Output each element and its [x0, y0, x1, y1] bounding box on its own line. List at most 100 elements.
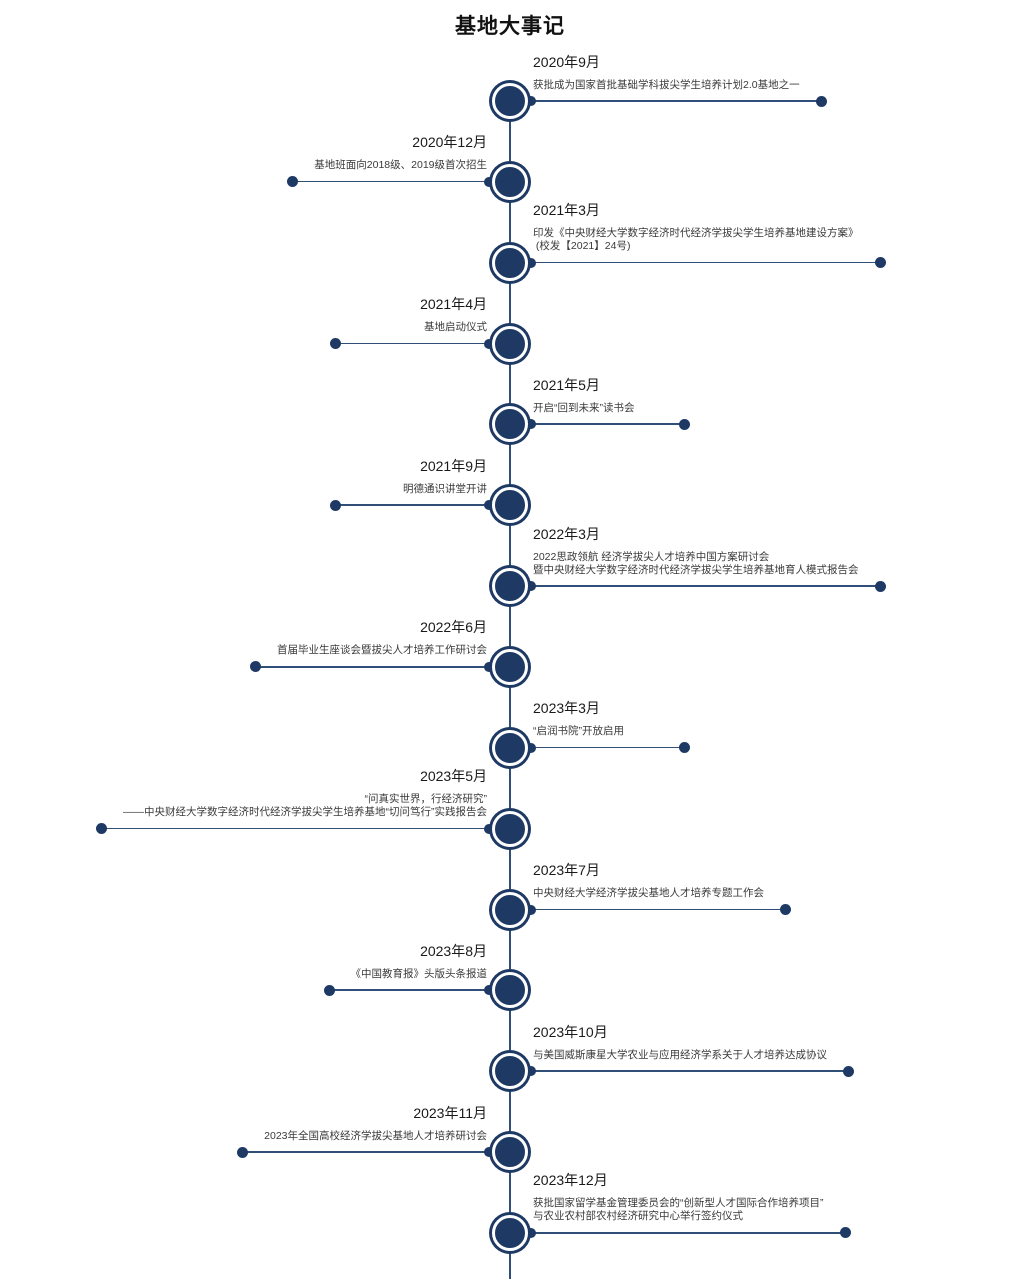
event-description: “问真实世界，行经济研究” ——中央财经大学数字经济时代经济学拔尖学生培养基地“切… [123, 793, 487, 819]
connector-node-dot [484, 176, 494, 187]
event-description-line: 基地启动仪式 [424, 321, 487, 334]
event-connector [526, 580, 886, 592]
connector-line [534, 261, 880, 264]
connector-end-dot [679, 418, 690, 430]
timeline-node [492, 648, 528, 685]
event-description: 中央财经大学经济学拔尖基地人才培养专题工作会 [533, 887, 764, 900]
timeline-node [492, 406, 528, 443]
event-description-line: “启润书院”开放启用 [533, 725, 624, 738]
event-connector [330, 499, 494, 511]
event-description-line: 2023年全国高校经济学拔尖基地人才培养研讨会 [264, 1129, 487, 1142]
event-description: 基地启动仪式 [420, 321, 487, 334]
timeline-node [492, 244, 528, 281]
event-description: 获批国家留学基金管理委员会的“创新型人才国际合作培养项目” 与农业农村部农村经济研… [533, 1197, 824, 1223]
timeline-node [492, 972, 528, 1009]
event-connector [323, 984, 494, 996]
timeline-node [492, 891, 528, 928]
event-connector [237, 1146, 494, 1158]
connector-line [336, 504, 486, 506]
timeline-node [492, 1134, 528, 1171]
connector-end-dot [237, 1146, 249, 1158]
connector-line [534, 1070, 848, 1072]
connector-line [256, 665, 486, 668]
connector-end-dot [287, 176, 299, 188]
event-description-line: ——中央财经大学数字经济时代经济学拔尖学生培养基地“切问笃行”实践报告会 [123, 806, 487, 819]
connector-line [534, 423, 684, 426]
timeline-event: 2023年3月 “启润书院”开放启用 [526, 698, 690, 754]
event-description-line: 2022思政领航 经济学拔尖人才培养中国方案研讨会 [533, 550, 770, 563]
event-description-line: 获批成为国家首批基础学科拔尖学生培养计划2.0基地之一 [533, 78, 800, 91]
event-description-line: 开启“回到未来”读书会 [533, 401, 635, 414]
event-date: 2021年9月 [420, 457, 487, 474]
event-connector [526, 1065, 854, 1077]
connector-line [336, 342, 486, 345]
timeline-node [492, 729, 528, 766]
timeline-node [492, 487, 528, 524]
connector-node-dot [526, 581, 536, 592]
timeline-node [492, 163, 528, 200]
connector-node-dot [484, 338, 494, 349]
timeline-node [492, 325, 528, 362]
connector-node-dot [484, 1147, 494, 1158]
event-date: 2022年6月 [420, 619, 487, 636]
connector-line [243, 1151, 486, 1153]
event-date: 2021年3月 [533, 202, 600, 219]
event-description: 与美国威斯康星大学农业与应用经济学系关于人才培养达成协议 [533, 1049, 827, 1062]
event-connector [526, 95, 827, 107]
connector-end-dot [874, 257, 886, 269]
timeline-event: 2022年3月 2022思政领航 经济学拔尖人才培养中国方案研讨会 暨中央财经大学… [526, 524, 886, 592]
event-description: 《中国教育报》头版头条报道 [351, 968, 488, 981]
event-connector [526, 418, 690, 430]
connector-node-dot [526, 1066, 536, 1077]
event-description-line: 首届毕业生座谈会暨拔尖人才培养工作研讨会 [277, 644, 487, 657]
event-date: 2023年7月 [533, 862, 600, 879]
event-date: 2022年3月 [533, 525, 600, 542]
connector-node-dot [526, 96, 536, 106]
event-connector [96, 823, 494, 835]
event-description-line: 与美国威斯康星大学农业与应用经济学系关于人才培养达成协议 [533, 1048, 827, 1061]
event-description: 印发《中央财经大学数字经济时代经济学拔尖学生培养基地建设方案》 (校发【2021… [533, 227, 859, 253]
event-connector [250, 661, 494, 673]
timeline-event: 2023年8月 《中国教育报》头版头条报道 [323, 941, 494, 996]
event-connector [526, 257, 886, 269]
connector-end-dot [839, 1227, 851, 1239]
event-description: 基地班面向2018级、2019级首次招生 [314, 159, 487, 172]
timeline-event: 2023年7月 中央财经大学经济学拔尖基地人才培养专题工作会 [526, 860, 791, 916]
event-description-line: 印发《中央财经大学数字经济时代经济学拔尖学生培养基地建设方案》 [533, 227, 859, 240]
event-description: 开启“回到未来”读书会 [533, 402, 635, 415]
event-description: 首届毕业生座谈会暨拔尖人才培养工作研讨会 [277, 644, 487, 657]
event-description-line: “问真实世界，行经济研究” [364, 793, 488, 806]
connector-end-dot [250, 661, 261, 673]
event-connector [526, 1227, 851, 1239]
timeline-event: 2022年6月 首届毕业生座谈会暨拔尖人才培养工作研讨会 [250, 617, 494, 673]
timeline-event: 2020年9月 获批成为国家首批基础学科拔尖学生培养计划2.0基地之一 [526, 52, 827, 107]
connector-end-dot [323, 984, 335, 996]
timeline-node [492, 1053, 528, 1090]
connector-end-dot [843, 1065, 854, 1077]
connector-end-dot [330, 499, 341, 511]
connector-end-dot [874, 580, 886, 592]
connector-line [534, 908, 785, 911]
event-description-line: 暨中央财经大学数字经济时代经济学拔尖学生培养基地育人模式报告会 [533, 563, 859, 576]
connector-end-dot [96, 823, 107, 835]
event-description-line: 基地班面向2018级、2019级首次招生 [314, 159, 487, 172]
connector-node-dot [526, 257, 536, 268]
event-connector [526, 742, 690, 754]
connector-end-dot [815, 95, 827, 107]
event-connector [526, 904, 791, 916]
event-description-line: 《中国教育报》头版头条报道 [350, 967, 488, 980]
connector-line [534, 585, 880, 587]
connector-node-dot [484, 985, 494, 996]
page-title: 基地大事记 [455, 15, 565, 38]
event-connector [330, 338, 494, 350]
timeline-event: 2021年3月 印发《中央财经大学数字经济时代经济学拔尖学生培养基地建设方案》 … [526, 200, 886, 269]
event-description: 2022思政领航 经济学拔尖人才培养中国方案研讨会 暨中央财经大学数字经济时代经济… [533, 551, 859, 577]
event-date: 2023年12月 [533, 1172, 608, 1189]
timeline-event: 2021年5月 开启“回到未来”读书会 [526, 375, 690, 430]
connector-node-dot [526, 1227, 536, 1238]
connector-line [293, 180, 486, 183]
timeline-node [492, 1214, 528, 1251]
event-date: 2023年10月 [533, 1023, 608, 1040]
